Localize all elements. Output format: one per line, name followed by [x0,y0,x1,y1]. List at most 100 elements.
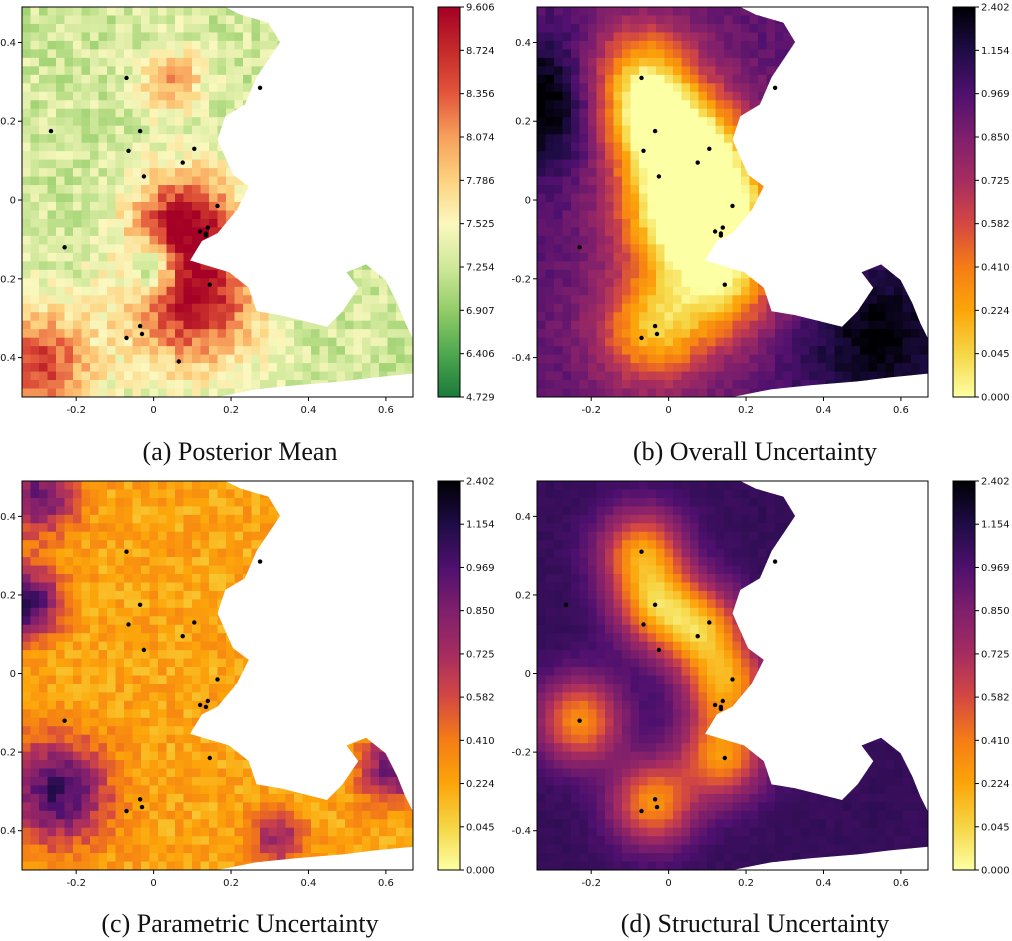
map-cell [107,389,116,398]
map-cell [396,66,405,75]
map-cell [597,270,606,279]
map-cell [345,24,354,33]
map-cell [631,24,640,33]
map-cell [31,667,40,676]
map-cell [31,726,40,735]
map-cell [184,338,193,347]
map-cell [116,304,125,313]
map-cell [277,15,286,24]
map-cell [82,143,91,152]
map-cell [673,66,682,75]
map-cell [826,210,835,219]
map-cell [767,363,776,372]
map-cell [809,92,818,101]
map-cell [48,599,57,608]
map-cell [852,380,861,389]
map-cell [31,355,40,364]
map-cell [920,58,929,67]
map-cell [320,126,329,135]
map-cell [320,380,329,389]
map-cell [571,160,580,169]
map-cell [175,329,184,338]
map-cell [886,287,895,296]
map-cell [801,253,810,262]
map-cell [724,270,733,279]
map-cell [99,312,108,321]
map-cell [260,58,269,67]
map-cell [809,151,818,160]
map-cell [22,177,31,186]
map-cell [337,227,346,236]
map-cell [31,100,40,109]
map-cell [903,389,912,398]
map-cell [767,41,776,50]
map-cell [673,109,682,118]
map-cell [767,117,776,126]
map-cell [235,194,244,203]
map-cell [39,41,48,50]
map-cell [775,92,784,101]
map-cell [835,83,844,92]
map-cell [82,811,91,820]
map-cell [571,270,580,279]
map-cell [133,177,142,186]
map-cell [90,692,99,701]
map-cell [56,769,65,778]
map-cell [252,304,261,313]
map-cell [877,41,886,50]
map-cell [320,278,329,287]
map-cell [580,109,589,118]
map-cell [852,109,861,118]
map-cell [39,329,48,338]
map-cell [269,236,278,245]
map-cell [175,253,184,262]
map-cell [665,32,674,41]
map-cell [673,278,682,287]
map-cell [243,227,252,236]
map-cell [588,219,597,228]
map-cell [107,66,116,75]
map-cell [31,270,40,279]
map-cell [116,380,125,389]
map-cell [852,389,861,398]
map-cell [124,785,133,794]
map-cell [724,287,733,296]
map-cell [758,210,767,219]
map-cell [158,227,167,236]
map-cell [741,92,750,101]
map-cell [631,244,640,253]
map-cell [269,7,278,16]
colorbar-tick-label: 6.907 [466,306,495,317]
map-cell [218,151,227,160]
map-cell [733,24,742,33]
map-cell [218,168,227,177]
map-cell [337,151,346,160]
map-cell [65,117,74,126]
map-cell [605,83,614,92]
map-cell [639,100,648,109]
map-cell [235,160,244,169]
map-cell [107,236,116,245]
map-cell [639,126,648,135]
map-cell [665,109,674,118]
map-cell [99,616,108,625]
map-cell [648,346,657,355]
map-cell [563,261,572,270]
map-cell [158,346,167,355]
map-cell [894,117,903,126]
map-cell [622,117,631,126]
map-cell [741,372,750,381]
map-cell [911,7,920,16]
map-cell [733,143,742,152]
map-cell [22,498,31,507]
map-cell [124,312,133,321]
map-cell [167,363,176,372]
map-cell [22,295,31,304]
map-cell [39,599,48,608]
map-cell [303,32,312,41]
map-cell [537,109,546,118]
map-cell [554,321,563,330]
map-cell [328,15,337,24]
map-cell [809,338,818,347]
map-cell [184,304,193,313]
